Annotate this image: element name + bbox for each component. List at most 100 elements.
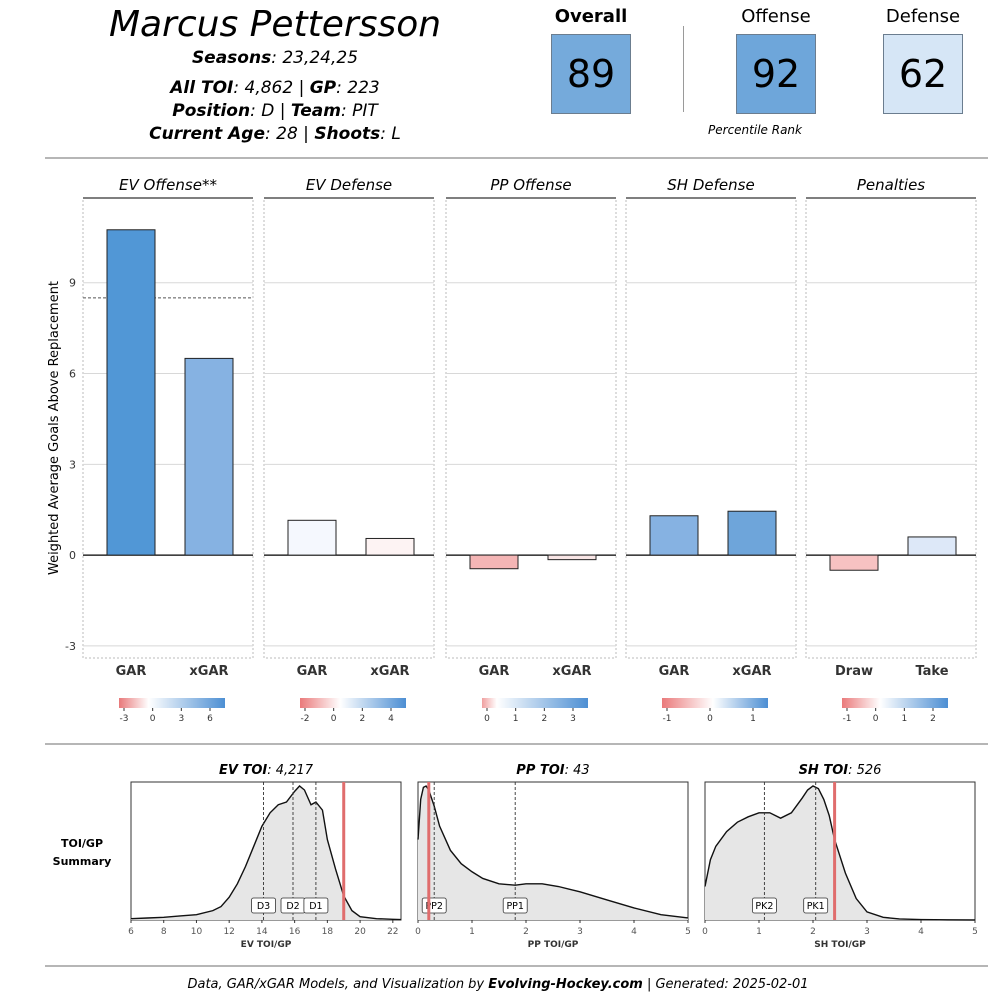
panel-title: PP Offense <box>490 176 571 194</box>
x-tick-label: 5 <box>972 927 978 937</box>
bar-gar <box>649 515 699 556</box>
legend-tick-label: 6 <box>207 714 213 724</box>
defense-score: 62 <box>898 52 948 96</box>
bar-xgar <box>184 357 234 556</box>
legend-tick-label: 4 <box>388 714 394 724</box>
gar-panel-3: SH Defense GAR xGAR -1 0 1 <box>625 176 797 724</box>
toi-x-axis-label: EV TOI/GP <box>241 940 292 950</box>
x-tick-label: 0 <box>415 927 421 937</box>
legend-tick-label: -3 <box>120 714 129 724</box>
panel-title: EV Defense <box>306 176 392 194</box>
legend-tick-label: -1 <box>843 714 852 724</box>
toi-x-axis-label: SH TOI/GP <box>814 940 866 950</box>
density-line <box>417 785 689 919</box>
toi-x-axis-label: PP TOI/GP <box>528 940 579 950</box>
legend-tick-label: 0 <box>873 714 879 724</box>
x-tick-label: 8 <box>161 927 167 937</box>
toi-panel-0: EV TOI: 4,217 D3 D2 D1 6 8 10 12 14 16 18 20 22 EV TO… <box>128 763 402 950</box>
x-tick-label: 18 <box>322 927 334 937</box>
tier-badge-d1 <box>303 897 329 914</box>
overall-score: 89 <box>566 52 616 96</box>
x-tick-label: 1 <box>469 927 475 937</box>
tier-label: PP2 <box>425 901 443 912</box>
gar-panel-4: Penalties Draw Take -1 0 1 2 <box>805 176 977 724</box>
x-tick-label: GAR <box>297 664 328 679</box>
bar-draw <box>829 554 879 571</box>
tier-badge-pk2 <box>752 897 777 914</box>
color-legend-bar <box>662 698 768 708</box>
y-tick-label-2: 3 <box>69 458 76 471</box>
gar-panel-0: EV Offense** GAR xGAR -3 0 3 6 <box>82 176 254 724</box>
bar-gar <box>106 229 156 556</box>
density-line <box>704 785 976 921</box>
x-tick-label: 16 <box>289 927 301 937</box>
legend-tick-label: 1 <box>750 714 756 724</box>
color-legend-bar <box>300 698 406 708</box>
legend-tick-label: 0 <box>707 714 713 724</box>
panel-frame <box>445 197 617 659</box>
bar-xgar <box>365 537 415 556</box>
x-tick-label: 3 <box>864 927 870 937</box>
legend-tick-label: 3 <box>178 714 184 724</box>
footer-site-link: Evolving-Hockey.com <box>488 977 643 992</box>
footer-credit: Data, GAR/xGAR Models, and Visualization… <box>187 977 809 992</box>
offense-score: 92 <box>751 52 801 96</box>
density-area <box>705 786 975 920</box>
x-tick-label: xGAR <box>370 664 409 679</box>
tier-badge-pk1 <box>803 897 829 914</box>
tier-label: PK2 <box>755 901 773 912</box>
score-divider <box>683 26 684 112</box>
age-shoots-line: Current Age: 28 | Shoots: L <box>149 124 401 144</box>
defense-score-box: 62 <box>883 34 963 114</box>
tier-badge-d3 <box>251 897 276 914</box>
density-line <box>130 785 402 921</box>
tier-label: PK1 <box>807 901 825 912</box>
legend-tick-label: -1 <box>663 714 672 724</box>
panel-frame <box>805 197 977 659</box>
legend-tick-label: 1 <box>513 714 519 724</box>
panel-frame <box>263 197 435 659</box>
percentile-note: Percentile Rank <box>708 123 802 137</box>
bar-gar <box>287 519 337 556</box>
panel-title: SH Defense <box>667 176 754 194</box>
x-tick-label: Take <box>915 664 948 679</box>
legend-tick-label: 2 <box>930 714 936 724</box>
x-tick-label: GAR <box>116 664 147 679</box>
legend-tick-label: 0 <box>331 714 337 724</box>
x-tick-label: xGAR <box>732 664 771 679</box>
row-label-line-1: TOI/GP <box>61 837 103 850</box>
x-tick-label: 6 <box>128 927 134 937</box>
player-name: Marcus Pettersson <box>108 4 442 45</box>
toi-row-label: TOI/GP Summary <box>53 837 112 868</box>
x-tick-label: 5 <box>685 927 691 937</box>
x-tick-label: GAR <box>479 664 510 679</box>
density-area <box>418 786 688 920</box>
gar-panel-1: EV Defense GAR xGAR -2 0 2 4 <box>263 176 435 724</box>
tier-label: D1 <box>309 901 322 912</box>
x-tick-label: 4 <box>631 927 637 937</box>
gar-y-axis: -3 0 3 6 9 <box>65 277 76 653</box>
y-tick-label-4: 9 <box>69 277 76 290</box>
color-legend-bar <box>119 698 225 708</box>
x-tick-label: Draw <box>835 664 873 679</box>
color-legend-bar <box>482 698 588 708</box>
x-tick-label: 0 <box>702 927 708 937</box>
x-tick-label: 3 <box>577 927 583 937</box>
seasons-line: Seasons: 23,24,25 <box>191 48 359 68</box>
density-area <box>131 786 401 920</box>
y-tick-label-3: 6 <box>69 368 76 381</box>
x-tick-label: 1 <box>756 927 762 937</box>
tier-label: D3 <box>257 901 270 912</box>
y-tick-label-1: 0 <box>69 549 76 562</box>
x-tick-label: 14 <box>256 927 268 937</box>
defense-label: Defense <box>885 6 961 27</box>
row-label-line-2: Summary <box>53 855 112 868</box>
panel-title: Penalties <box>857 176 925 194</box>
toi-panel-title: SH TOI: 526 <box>799 763 882 778</box>
bar-gar <box>469 554 519 570</box>
panel-title: EV Offense** <box>119 176 217 194</box>
position-team-line: Position: D | Team: PIT <box>172 101 378 121</box>
panel-frame <box>625 197 797 659</box>
